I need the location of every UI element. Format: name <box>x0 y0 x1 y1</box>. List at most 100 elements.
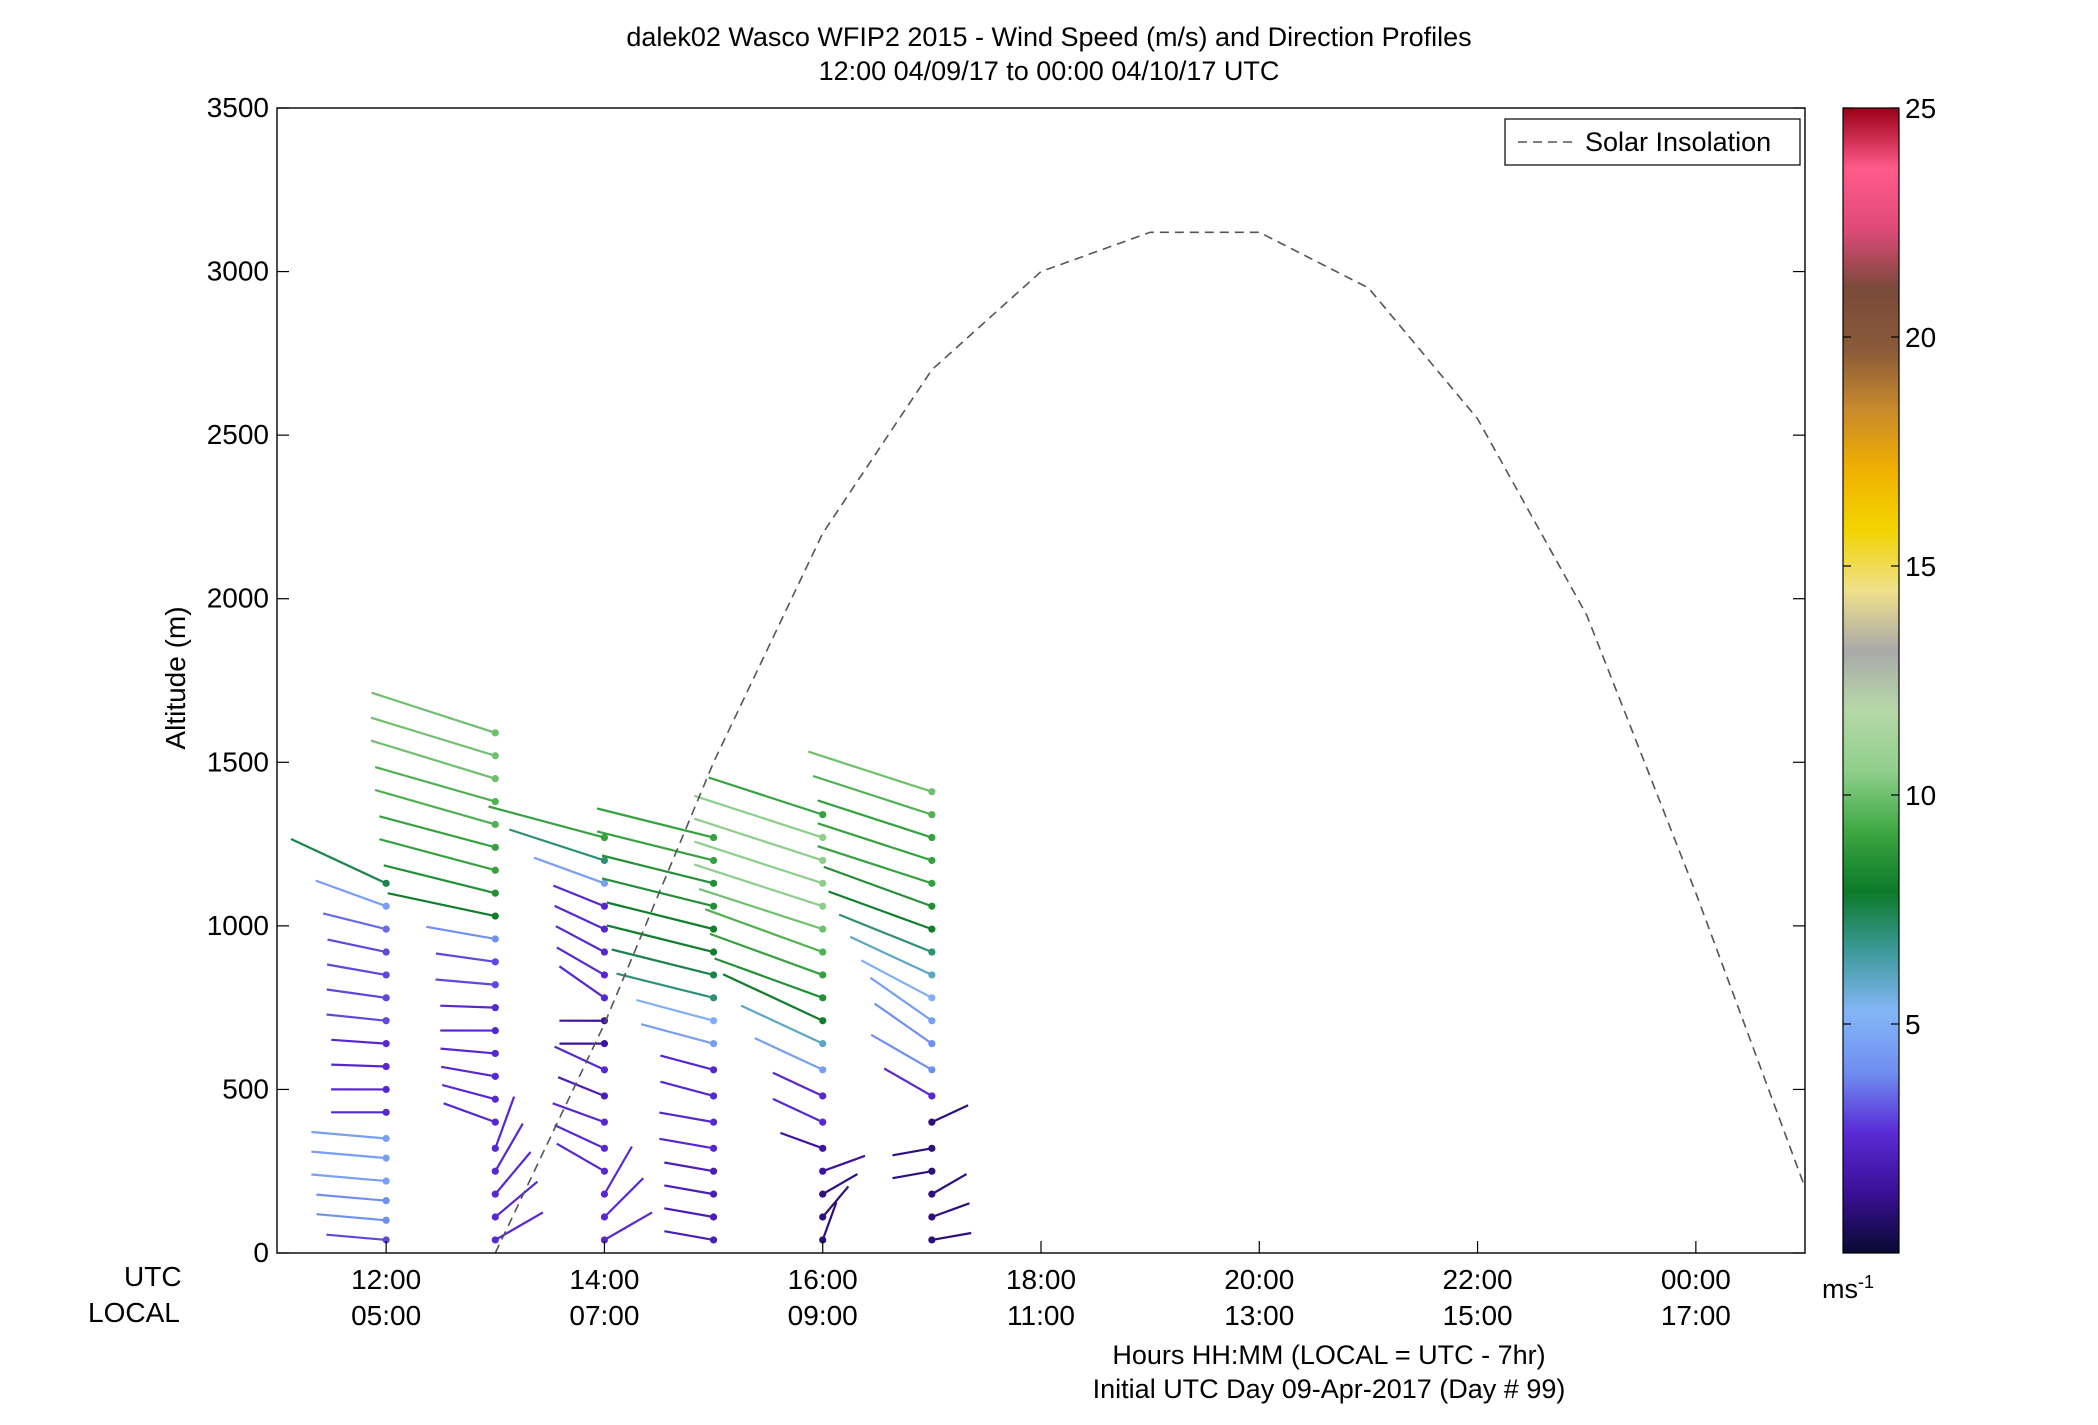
wind-barb <box>552 1102 605 1124</box>
wind-barb-dot <box>709 925 718 933</box>
wind-barb <box>601 877 714 908</box>
wind-barb <box>533 856 605 885</box>
wind-barb <box>331 1063 387 1068</box>
wind-barb-dot <box>600 1118 609 1126</box>
wind-barb <box>931 1231 972 1241</box>
wind-barb <box>488 805 605 839</box>
x-tick-label-utc: 20:00 <box>1224 1264 1294 1295</box>
wind-barb-dot <box>382 1017 390 1025</box>
wind-barb <box>698 887 824 931</box>
wind-barb-dot <box>491 1004 499 1012</box>
wind-barb-dot <box>819 925 827 933</box>
wind-barb-dot <box>491 1167 499 1175</box>
x-tick-label-local: 07:00 <box>569 1300 639 1331</box>
wind-barb <box>596 807 714 839</box>
wind-barb <box>322 912 387 931</box>
wind-barb <box>664 1230 714 1241</box>
wind-barb <box>435 952 496 963</box>
wind-barb <box>379 838 496 872</box>
wind-barb <box>603 1145 633 1195</box>
wind-barb <box>494 1123 524 1172</box>
wind-barb-dot <box>819 1144 827 1152</box>
wind-barb-dot <box>709 948 718 956</box>
wind-barb-dot <box>382 879 390 887</box>
wind-barb <box>383 864 496 895</box>
wind-barb-dot <box>491 1118 499 1126</box>
wind-barb <box>558 965 606 999</box>
wind-barb <box>552 884 605 908</box>
wind-barb <box>326 963 387 977</box>
wind-barb-dot <box>819 1066 827 1074</box>
legend: Solar Insolation <box>1504 118 1801 166</box>
wind-barb <box>554 1045 605 1071</box>
wind-barb-dot <box>382 1108 390 1116</box>
wind-barb-dot <box>709 1040 718 1048</box>
x-tick-label-utc: 00:00 <box>1661 1264 1731 1295</box>
wind-barb-dot <box>600 833 609 842</box>
wind-barb <box>315 879 387 908</box>
wind-barb <box>596 830 714 862</box>
wind-barb <box>821 1185 850 1218</box>
wind-barb-dot <box>491 1095 499 1103</box>
wind-barb-dot <box>709 1066 718 1074</box>
wind-barb <box>660 1080 714 1098</box>
y-tick-label: 2500 <box>207 419 269 450</box>
wind-barb-dot <box>819 1118 827 1126</box>
x-tick-label-utc: 16:00 <box>788 1264 858 1295</box>
wind-barb <box>508 828 605 862</box>
wind-barb <box>664 1207 714 1219</box>
wind-barb-dot <box>382 925 390 933</box>
y-tick-label: 2000 <box>207 583 269 614</box>
wind-barb-dot <box>491 1236 499 1244</box>
x-tick-label-utc: 14:00 <box>569 1264 639 1295</box>
wind-barb-dot <box>928 788 936 796</box>
wind-barb <box>371 691 496 734</box>
wind-barb-dot <box>491 889 499 897</box>
wind-barb <box>709 932 824 976</box>
wind-barb-dot <box>709 1213 718 1221</box>
wind-barb <box>331 1038 387 1045</box>
wind-barb <box>807 750 933 793</box>
wind-barb-dot <box>819 1236 827 1244</box>
wind-barb <box>440 1004 496 1009</box>
wind-barb <box>659 1137 714 1150</box>
wind-barb <box>822 1173 858 1196</box>
wind-barb <box>603 1177 645 1218</box>
wind-barb-dot <box>928 1017 936 1025</box>
x-tick-label-local: 11:00 <box>1007 1300 1075 1331</box>
wind-barb-dot <box>928 948 936 956</box>
wind-barb <box>640 1023 714 1045</box>
wind-barb-dot <box>600 948 609 956</box>
colorbar-tick-label: 10 <box>1905 780 1936 811</box>
wind-barb <box>722 973 824 1022</box>
wind-barb-dot <box>928 856 936 865</box>
wind-barb-dot <box>600 1144 609 1152</box>
wind-barb <box>374 788 496 826</box>
wind-barb <box>311 1150 387 1160</box>
wind-barb <box>327 938 387 954</box>
wind-barb-dot <box>382 1216 390 1224</box>
wind-barb-dot <box>600 1213 609 1221</box>
wind-barb-dot <box>709 1167 718 1175</box>
wind-barb-dot <box>491 912 499 920</box>
wind-barb <box>441 1083 496 1101</box>
wind-barb <box>660 1054 714 1071</box>
x-axis-sublabel: Initial UTC Day 09-Apr-2017 (Day # 99) <box>1092 1374 1566 1404</box>
wind-barb-dot <box>600 879 609 887</box>
wind-barb <box>611 948 714 976</box>
wind-barb <box>435 978 496 986</box>
wind-barb-dot <box>709 971 718 979</box>
wind-barb-dot <box>600 1236 609 1244</box>
wind-barb <box>606 924 714 954</box>
wind-barb <box>817 799 933 839</box>
y-tick-label: 500 <box>222 1073 269 1104</box>
wind-barb-dot <box>382 1177 390 1185</box>
wind-barb-dot <box>819 902 827 910</box>
wind-barb-dot <box>928 1190 936 1198</box>
wind-barb <box>931 1202 970 1219</box>
wind-barb <box>772 1097 824 1124</box>
wind-barb-dot <box>382 1154 390 1162</box>
y-axis-label: Altitude (m) <box>160 606 191 750</box>
wind-barb-dot <box>709 994 718 1002</box>
